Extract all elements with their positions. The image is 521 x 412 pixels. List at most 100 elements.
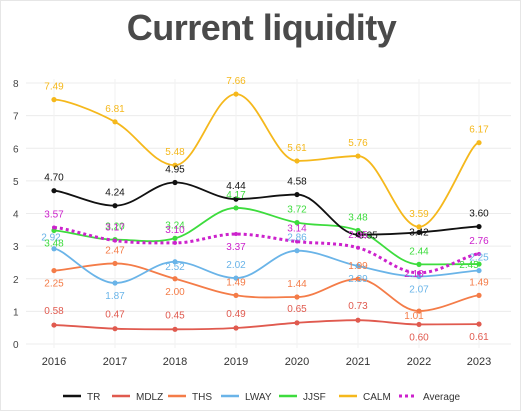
series-average [52, 225, 481, 275]
y-tick-label: 0 [13, 340, 19, 351]
data-label-lway: 2.02 [226, 260, 246, 271]
series-line-lway [53, 247, 480, 284]
series-jjsf [51, 205, 482, 267]
series-mdlz [51, 317, 482, 332]
series-ths [51, 260, 482, 314]
data-point [233, 91, 239, 97]
data-point [233, 292, 239, 298]
data-point [476, 292, 482, 298]
data-label-tr: 3.35 [358, 231, 378, 242]
y-tick-label: 4 [13, 210, 19, 221]
y-tick-label: 5 [13, 177, 19, 188]
data-label-lway: 2.07 [409, 284, 429, 295]
legend-label-calm: CALM [363, 392, 391, 403]
data-point [172, 179, 178, 186]
data-label-tr: 4.44 [226, 181, 246, 192]
x-tick-label: 2017 [103, 356, 127, 368]
data-point [476, 321, 482, 327]
series-lway [51, 246, 482, 286]
data-point [113, 238, 117, 243]
y-tick-label: 7 [13, 112, 19, 123]
data-point [172, 259, 178, 265]
data-label-ths: 1.99 [348, 261, 368, 272]
y-tick-label: 1 [13, 307, 19, 318]
data-point [416, 224, 422, 230]
x-tick-label: 2023 [467, 356, 491, 368]
data-label-tr: 4.24 [105, 188, 125, 199]
data-point [355, 232, 361, 238]
data-label-lway: 2.92 [41, 233, 61, 244]
x-tick-label: 2022 [407, 356, 431, 368]
data-point [416, 308, 422, 314]
data-point [416, 273, 422, 280]
data-label-mdlz: 0.58 [44, 306, 64, 317]
data-point [51, 227, 57, 234]
legend-label-ths: THS [192, 392, 212, 403]
data-label-mdlz: 0.49 [226, 309, 246, 320]
data-label-lway: 2.52 [165, 262, 185, 273]
data-point [294, 191, 300, 198]
data-point [355, 153, 361, 159]
data-point [476, 261, 482, 267]
y-tick-label: 3 [13, 242, 19, 253]
series-line-jjsf [53, 207, 480, 266]
data-point [416, 321, 422, 328]
legend-label-lway: LWAY [245, 392, 272, 403]
data-point [172, 326, 178, 332]
data-label-calm: 6.81 [105, 104, 125, 115]
data-point [355, 276, 361, 282]
legend-label-average: Average [423, 392, 461, 403]
data-point [294, 158, 300, 164]
data-point [51, 246, 57, 252]
data-label-lway: 2.25 [469, 253, 489, 264]
data-point [172, 162, 178, 168]
data-label-mdlz: 0.65 [287, 304, 307, 315]
data-label-average: 2.76 [469, 236, 489, 247]
data-label-calm: 7.49 [44, 82, 64, 93]
y-tick-label: 6 [13, 144, 19, 155]
data-label-mdlz: 0.73 [348, 301, 368, 312]
data-point [476, 140, 482, 146]
series-line-mdlz [53, 319, 480, 331]
data-point [112, 280, 118, 286]
data-label-average: 3.57 [44, 210, 64, 221]
data-point [112, 203, 118, 209]
data-label-average: 3.10 [165, 225, 185, 236]
data-label-average: 2.95 [348, 230, 368, 241]
series-tr [51, 179, 482, 238]
legend-label-jjsf: JJSF [303, 392, 326, 403]
data-label-tr: 4.95 [165, 165, 185, 176]
data-label-lway: 2.39 [348, 274, 368, 285]
data-point [294, 220, 300, 226]
data-point [233, 205, 239, 211]
data-point [233, 325, 239, 331]
data-point [355, 227, 361, 234]
grid [26, 79, 511, 348]
data-point [416, 261, 422, 267]
data-point [234, 232, 238, 237]
data-label-lway: 1.87 [105, 291, 125, 302]
data-label-mdlz: 0.60 [409, 332, 429, 343]
legend-label-mdlz: MDLZ [136, 392, 163, 403]
data-point [355, 263, 361, 269]
data-point [112, 260, 118, 267]
data-label-jjsf: 3.24 [165, 220, 185, 231]
data-label-ths: 1.49 [226, 277, 246, 288]
data-point [355, 317, 361, 323]
data-label-jjsf: 3.48 [44, 238, 64, 249]
data-point [51, 267, 57, 274]
data-point [112, 119, 118, 125]
data-point [233, 196, 239, 202]
data-label-ths: 2.25 [44, 279, 64, 290]
data-label-average: 2.18 [404, 269, 424, 280]
x-tick-label: 2018 [163, 356, 187, 368]
data-point [172, 235, 178, 241]
data-point [356, 245, 360, 250]
data-label-ths: 2.00 [165, 287, 185, 298]
data-label-average: 3.17 [105, 223, 125, 234]
data-label-average: 3.14 [287, 224, 307, 235]
data-point [51, 322, 57, 328]
data-point [294, 320, 300, 326]
data-label-calm: 5.61 [287, 143, 307, 154]
